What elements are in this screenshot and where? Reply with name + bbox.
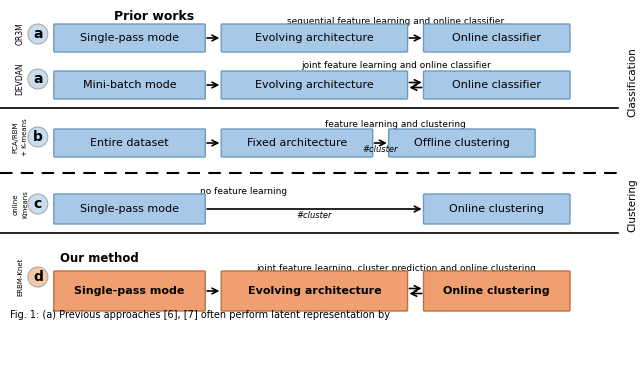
FancyBboxPatch shape bbox=[221, 24, 408, 52]
Text: Prior works: Prior works bbox=[115, 10, 195, 23]
Text: online: online bbox=[13, 193, 19, 215]
Text: Fig. 1: (a) Previous approaches [6], [7] often perform latent representation by: Fig. 1: (a) Previous approaches [6], [7]… bbox=[10, 310, 390, 320]
Text: PCA/RBM: PCA/RBM bbox=[12, 121, 18, 153]
FancyBboxPatch shape bbox=[424, 271, 570, 311]
FancyBboxPatch shape bbox=[54, 71, 205, 99]
Text: Online clustering: Online clustering bbox=[449, 204, 544, 214]
Circle shape bbox=[28, 127, 48, 147]
Circle shape bbox=[28, 267, 48, 287]
Text: Evolving architecture: Evolving architecture bbox=[248, 286, 381, 296]
Text: Offline clustering: Offline clustering bbox=[414, 138, 510, 148]
Text: Single-pass mode: Single-pass mode bbox=[80, 204, 179, 214]
Text: Clustering: Clustering bbox=[628, 178, 638, 232]
Text: Evolving architecture: Evolving architecture bbox=[255, 80, 374, 90]
FancyBboxPatch shape bbox=[221, 71, 408, 99]
Circle shape bbox=[28, 194, 48, 214]
Text: Single-pass mode: Single-pass mode bbox=[80, 33, 179, 43]
Text: Online clustering: Online clustering bbox=[444, 286, 550, 296]
Text: Online classifier: Online classifier bbox=[452, 33, 541, 43]
Text: Classification: Classification bbox=[628, 47, 638, 117]
Text: d: d bbox=[33, 270, 43, 284]
FancyBboxPatch shape bbox=[424, 71, 570, 99]
Text: Online classifier: Online classifier bbox=[452, 80, 541, 90]
Text: #cluster: #cluster bbox=[363, 145, 399, 154]
Text: a: a bbox=[33, 72, 43, 86]
Text: no feature learning: no feature learning bbox=[200, 187, 287, 196]
Text: Single-pass mode: Single-pass mode bbox=[74, 286, 185, 296]
Text: Our method: Our method bbox=[60, 252, 138, 265]
Text: feature learning and clustering: feature learning and clustering bbox=[325, 120, 466, 129]
FancyBboxPatch shape bbox=[54, 24, 205, 52]
Text: b: b bbox=[33, 130, 43, 144]
Text: a: a bbox=[33, 27, 43, 41]
Text: Evolving architecture: Evolving architecture bbox=[255, 33, 374, 43]
FancyBboxPatch shape bbox=[388, 129, 535, 157]
FancyBboxPatch shape bbox=[54, 194, 205, 224]
Text: Mini-batch mode: Mini-batch mode bbox=[83, 80, 177, 90]
Text: Kmeans: Kmeans bbox=[22, 190, 28, 218]
FancyBboxPatch shape bbox=[424, 194, 570, 224]
FancyBboxPatch shape bbox=[424, 24, 570, 52]
Text: joint feature learning and online classifier: joint feature learning and online classi… bbox=[301, 61, 490, 70]
Text: Entire dataset: Entire dataset bbox=[90, 138, 169, 148]
Text: + K-means: + K-means bbox=[22, 118, 28, 156]
FancyBboxPatch shape bbox=[221, 129, 372, 157]
Text: OR3M: OR3M bbox=[15, 23, 24, 46]
FancyBboxPatch shape bbox=[54, 129, 205, 157]
FancyBboxPatch shape bbox=[221, 271, 408, 311]
Text: sequential feature learning and online classifier: sequential feature learning and online c… bbox=[287, 17, 504, 26]
Text: c: c bbox=[34, 197, 42, 211]
Text: Fixed architecture: Fixed architecture bbox=[247, 138, 347, 148]
Text: DEVDAN: DEVDAN bbox=[15, 63, 24, 95]
FancyBboxPatch shape bbox=[54, 271, 205, 311]
Text: #cluster: #cluster bbox=[297, 211, 332, 220]
Text: ERBM-Knet: ERBM-Knet bbox=[17, 258, 23, 296]
Circle shape bbox=[28, 69, 48, 89]
Text: joint feature learning, cluster prediction and online clustering: joint feature learning, cluster predicti… bbox=[255, 264, 536, 273]
Circle shape bbox=[28, 24, 48, 44]
